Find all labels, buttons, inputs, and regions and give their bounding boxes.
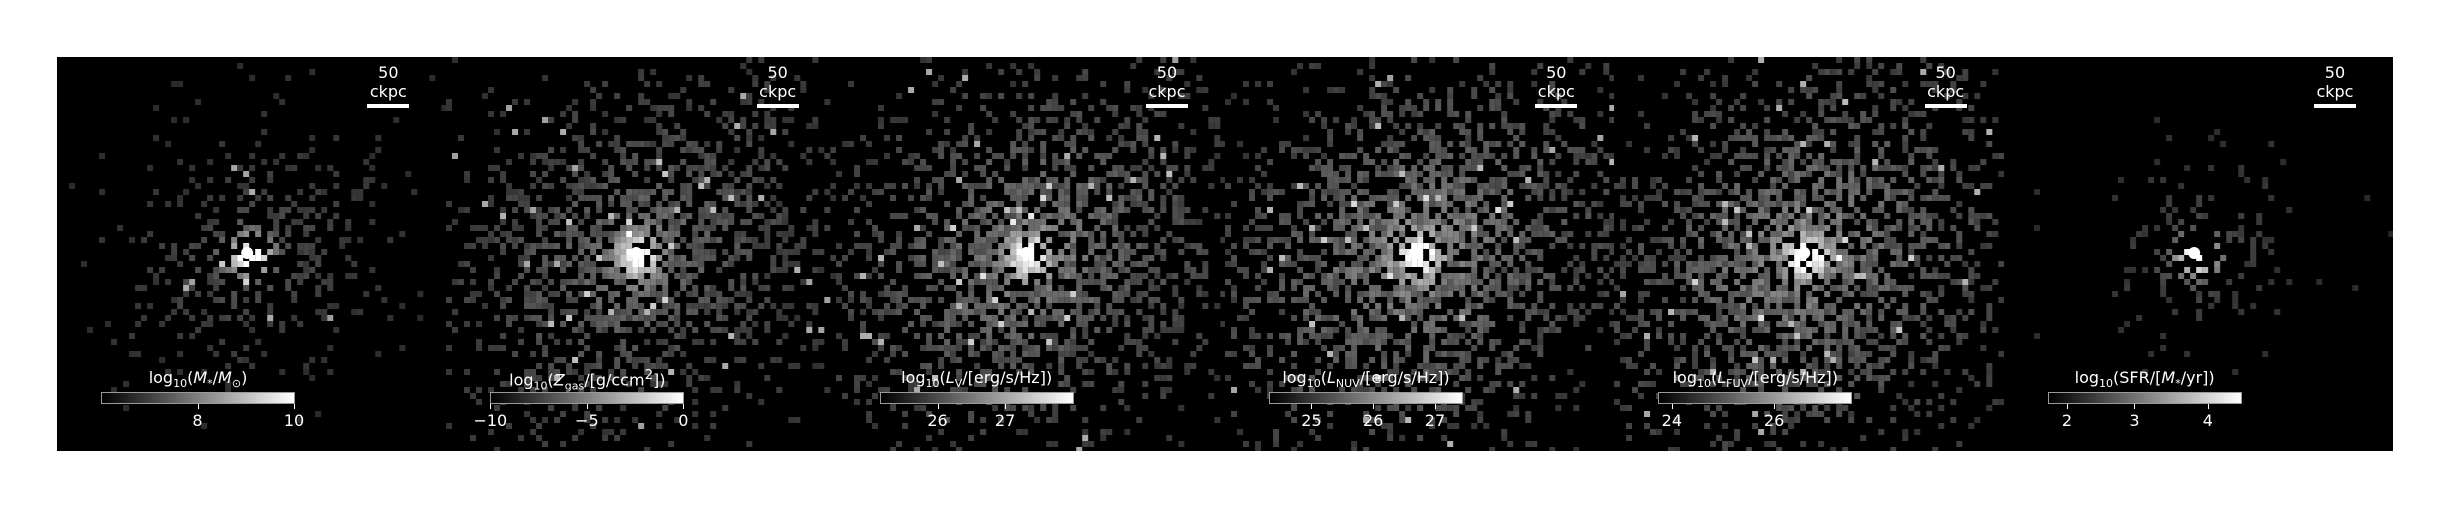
colorbar [1268,392,1463,404]
colorbar-tick-label: 8 [192,411,203,430]
colorbar-title: log10(SFR/[M*/yr]) [2074,368,2215,391]
colorbar-tick [1774,404,1776,409]
colorbar-tick-label: 27 [1424,411,1446,430]
pixel-map-mstar [69,63,447,429]
scale-bar-line [1924,104,1967,108]
colorbar-tick [586,404,588,409]
colorbar [2047,392,2242,404]
scale-bar: 50 ckpc [358,63,418,108]
scale-bar-line [756,104,799,108]
pixel-map-sfr [2033,117,2393,375]
scale-bar: 50 ckpc [748,63,808,108]
pixel-map-metallicity [446,57,836,451]
colorbar-title: log10(LNUV/[erg/s/Hz]) [1282,368,1450,391]
colorbar [490,392,685,404]
panel-lv: 50 ckpc log10(LV/[erg/s/Hz]) 26 27 [835,57,1225,451]
colorbar-tick [1373,404,1375,409]
colorbar-tick-label: 2 [2061,411,2073,430]
colorbar-tick-label: 26 [927,411,948,430]
colorbar-tick [2066,404,2068,409]
scale-bar-label: 50 ckpc [759,63,797,101]
colorbar [879,392,1074,404]
scale-bar-label: 50 ckpc [2316,63,2354,101]
colorbar-tick [490,404,492,409]
colorbar-title: log10(Zgas/[g/ccm2]) [509,368,666,393]
panel-metallicity: 50 ckpc log10(Zgas/[g/ccm2]) −10 −5 0 [446,57,836,451]
scale-bar-line [2313,104,2356,108]
colorbar-title: log10(LFUV/[erg/s/Hz]) [1672,368,1839,391]
colorbar-tick [683,404,685,409]
pixel-map-lfuv [1614,57,2004,451]
colorbar-tick-label: 27 [994,411,1016,430]
scale-bar-line [1535,104,1578,108]
colorbar [101,392,295,404]
colorbar-tick-label: 24 [1661,411,1682,430]
colorbar-tick [2207,404,2209,409]
colorbar-tick [937,404,939,409]
colorbar-tick-label: −10 [473,411,508,430]
scale-bar-label: 50 ckpc [1537,63,1575,101]
colorbar-tick [1434,404,1436,409]
colorbar-title: log10(M*/M⊙) [148,368,248,391]
figure: 50 ckpc log10(M*/M⊙) 8 10 50 ckpc log10(Zgas/… [57,57,2393,451]
colorbar-tick [1311,404,1313,409]
scale-bar: 50 ckpc [2305,63,2365,108]
panel-lfuv: 50 ckpc log10(LFUV/[erg/s/Hz]) 24 26 [1614,57,2004,451]
pixel-map-lnuv [1224,57,1615,451]
colorbar-tick-label: 25 [1301,411,1322,430]
scale-bar-label: 50 ckpc [1927,63,1965,101]
colorbar-tick [2134,404,2136,409]
scale-bar-label: 50 ckpc [369,63,407,101]
colorbar-tick-label: 4 [2202,411,2213,430]
scale-bar-line [1145,104,1188,108]
colorbar [1658,392,1853,404]
colorbar-tick [1671,404,1673,409]
panel-lnuv: 50 ckpc log10(LNUV/[erg/s/Hz]) 25 26 27 [1224,57,1615,451]
colorbar-tick-label: −5 [575,411,599,430]
scale-bar: 50 ckpc [1137,63,1197,108]
scale-bar: 50 ckpc [1916,63,1976,108]
colorbar-tick [197,404,199,409]
colorbar-tick [1005,404,1007,409]
colorbar-tick-label: 10 [283,411,305,430]
colorbar-tick [294,404,295,409]
scale-bar: 50 ckpc [1526,63,1586,108]
colorbar-tick-label: 0 [678,411,689,430]
colorbar-title: log10(LV/[erg/s/Hz]) [901,368,1053,391]
scale-bar-line [367,104,410,108]
colorbar-tick-label: 26 [1763,411,1785,430]
scale-bar-label: 50 ckpc [1148,63,1186,101]
panel-mstar: 50 ckpc log10(M*/M⊙) 8 10 [57,57,447,451]
colorbar-tick-label: 26 [1363,411,1384,430]
colorbar-tick-label: 3 [2129,411,2140,430]
panel-sfr: 50 ckpc log10(SFR/[M*/yr]) 2 3 4 [2003,57,2393,451]
pixel-map-lv [835,57,1225,451]
